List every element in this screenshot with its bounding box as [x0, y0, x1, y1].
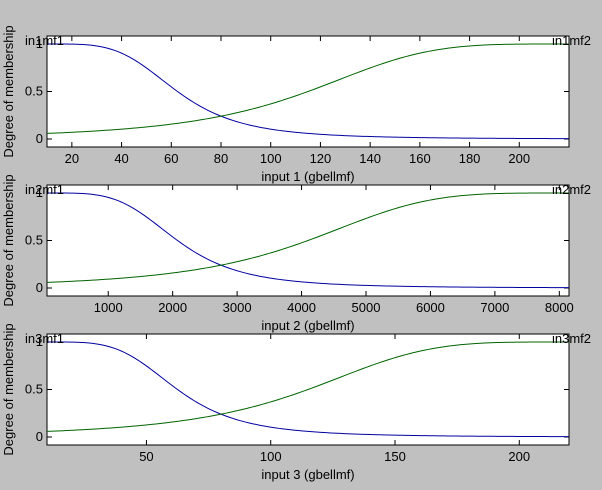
x-tick-label: 100	[260, 151, 282, 166]
x-tick-label: 6000	[416, 300, 445, 315]
x-tick-label: 5000	[352, 300, 381, 315]
y-tick-label: 1	[36, 36, 43, 51]
series-line-in3mf2	[46, 341, 569, 432]
x-tick-label: 40	[114, 151, 128, 166]
series-line-in2mf1	[47, 192, 570, 289]
series-line-in1mf2	[46, 43, 569, 134]
y-axis-label: Degree of membership	[1, 174, 16, 306]
series-label-in1mf2: in1mf2	[552, 33, 591, 48]
x-tick-label: 1000	[94, 300, 123, 315]
x-tick-label: 20	[65, 151, 79, 166]
series-line-in2mf2	[46, 192, 569, 283]
x-tick-label: 80	[214, 151, 228, 166]
y-tick-label: 0	[36, 131, 43, 146]
x-tick-label: 180	[459, 151, 481, 166]
x-tick-label: 50	[139, 449, 153, 464]
series-label-in2mf2: in2mf2	[552, 182, 591, 197]
x-tick-label: 140	[359, 151, 381, 166]
x-tick-label: 200	[508, 151, 530, 166]
series-line-in1mf1	[47, 43, 570, 140]
y-axis-label: Degree of membership	[1, 25, 16, 157]
x-tick-label: 60	[164, 151, 178, 166]
series-label-in3mf2: in3mf2	[552, 331, 591, 346]
x-tick-label: 100	[260, 449, 282, 464]
x-axis-label: input 1 (gbellmf)	[261, 169, 354, 184]
series-line-in3mf1	[47, 341, 570, 438]
y-tick-label: 0	[36, 280, 43, 295]
y-tick-label: 1	[36, 185, 43, 200]
x-tick-label: 120	[310, 151, 332, 166]
y-tick-label: 0.5	[25, 84, 43, 99]
y-tick-label: 0.5	[25, 382, 43, 397]
y-tick-label: 0.5	[25, 233, 43, 248]
series-label-in2mf1: in2mf1	[25, 182, 64, 197]
x-tick-label: 200	[508, 449, 530, 464]
x-tick-label: 4000	[287, 300, 316, 315]
y-axis-label: Degree of membership	[1, 323, 16, 455]
series-label-in1mf1: in1mf1	[25, 33, 64, 48]
series-label-in3mf1: in3mf1	[25, 331, 64, 346]
x-tick-label: 3000	[223, 300, 252, 315]
x-axis-label: input 3 (gbellmf)	[261, 467, 354, 482]
subplot-2: 0 0.5 1 1000 2000 3000 4000 5000 6000 7000 8000 in2…	[1, 174, 591, 333]
x-tick-label: 2000	[158, 300, 187, 315]
x-tick-label: 150	[384, 449, 406, 464]
x-tick-label: 160	[409, 151, 431, 166]
x-tick-label: 8000	[545, 300, 574, 315]
x-axis-label: input 2 (gbellmf)	[261, 318, 354, 333]
y-tick-label: 0	[36, 429, 43, 444]
y-tick-label: 1	[36, 334, 43, 349]
x-tick-label: 7000	[480, 300, 509, 315]
